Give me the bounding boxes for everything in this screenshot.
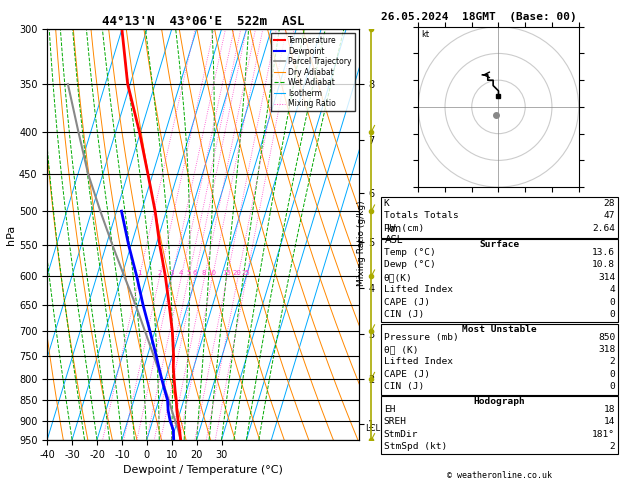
Text: StmSpd (kt): StmSpd (kt) bbox=[384, 442, 447, 451]
Text: Pressure (mb): Pressure (mb) bbox=[384, 333, 459, 342]
Text: Most Unstable: Most Unstable bbox=[462, 325, 537, 334]
Text: Totals Totals: Totals Totals bbox=[384, 211, 459, 220]
Text: StmDir: StmDir bbox=[384, 430, 418, 439]
Text: 314: 314 bbox=[598, 273, 615, 282]
Legend: Temperature, Dewpoint, Parcel Trajectory, Dry Adiabat, Wet Adiabat, Isotherm, Mi: Temperature, Dewpoint, Parcel Trajectory… bbox=[270, 33, 355, 111]
Text: 2: 2 bbox=[157, 270, 162, 276]
Text: Hodograph: Hodograph bbox=[474, 397, 525, 406]
Text: θᴇ(K): θᴇ(K) bbox=[384, 273, 413, 282]
Text: Lifted Index: Lifted Index bbox=[384, 285, 453, 295]
Text: Mixing Ratio (g/kg): Mixing Ratio (g/kg) bbox=[357, 200, 366, 286]
Title: 44°13'N  43°06'E  522m  ASL: 44°13'N 43°06'E 522m ASL bbox=[102, 15, 304, 28]
Text: PW (cm): PW (cm) bbox=[384, 224, 424, 233]
Text: 1: 1 bbox=[136, 270, 142, 276]
Y-axis label: km
ASL: km ASL bbox=[385, 224, 403, 245]
Text: kt: kt bbox=[421, 30, 430, 39]
Text: 18: 18 bbox=[604, 405, 615, 414]
Text: 181°: 181° bbox=[592, 430, 615, 439]
Text: 0: 0 bbox=[610, 310, 615, 319]
Text: 14: 14 bbox=[604, 417, 615, 426]
Text: 2.64: 2.64 bbox=[592, 224, 615, 233]
Text: θᴇ (K): θᴇ (K) bbox=[384, 345, 418, 354]
X-axis label: Dewpoint / Temperature (°C): Dewpoint / Temperature (°C) bbox=[123, 465, 283, 475]
Text: 13.6: 13.6 bbox=[592, 248, 615, 257]
Text: 10: 10 bbox=[208, 270, 216, 276]
Text: 2: 2 bbox=[610, 358, 615, 366]
Text: 4: 4 bbox=[610, 285, 615, 295]
Text: Lifted Index: Lifted Index bbox=[384, 358, 453, 366]
Text: 28: 28 bbox=[604, 199, 615, 208]
Text: 47: 47 bbox=[604, 211, 615, 220]
Text: EH: EH bbox=[384, 405, 395, 414]
Text: LCL: LCL bbox=[365, 424, 380, 433]
Text: 5: 5 bbox=[186, 270, 191, 276]
Text: Dewp (°C): Dewp (°C) bbox=[384, 260, 435, 270]
Text: 3: 3 bbox=[169, 270, 174, 276]
Text: 25: 25 bbox=[242, 270, 250, 276]
Text: Temp (°C): Temp (°C) bbox=[384, 248, 435, 257]
Text: 2: 2 bbox=[610, 442, 615, 451]
Text: 0: 0 bbox=[610, 297, 615, 307]
Text: Surface: Surface bbox=[479, 241, 520, 249]
Text: 6: 6 bbox=[192, 270, 196, 276]
Text: 8: 8 bbox=[202, 270, 206, 276]
Text: 10.8: 10.8 bbox=[592, 260, 615, 270]
Text: CAPE (J): CAPE (J) bbox=[384, 297, 430, 307]
Text: CIN (J): CIN (J) bbox=[384, 310, 424, 319]
Text: SREH: SREH bbox=[384, 417, 407, 426]
Text: CAPE (J): CAPE (J) bbox=[384, 370, 430, 379]
Text: 26.05.2024  18GMT  (Base: 00): 26.05.2024 18GMT (Base: 00) bbox=[381, 12, 576, 22]
Y-axis label: hPa: hPa bbox=[6, 225, 16, 244]
Text: © weatheronline.co.uk: © weatheronline.co.uk bbox=[447, 471, 552, 480]
Text: 15: 15 bbox=[222, 270, 231, 276]
Text: K: K bbox=[384, 199, 389, 208]
Text: 20: 20 bbox=[233, 270, 242, 276]
Text: 4: 4 bbox=[179, 270, 183, 276]
Text: 318: 318 bbox=[598, 345, 615, 354]
Text: 0: 0 bbox=[610, 382, 615, 391]
Text: CIN (J): CIN (J) bbox=[384, 382, 424, 391]
Text: 0: 0 bbox=[610, 370, 615, 379]
Text: 850: 850 bbox=[598, 333, 615, 342]
